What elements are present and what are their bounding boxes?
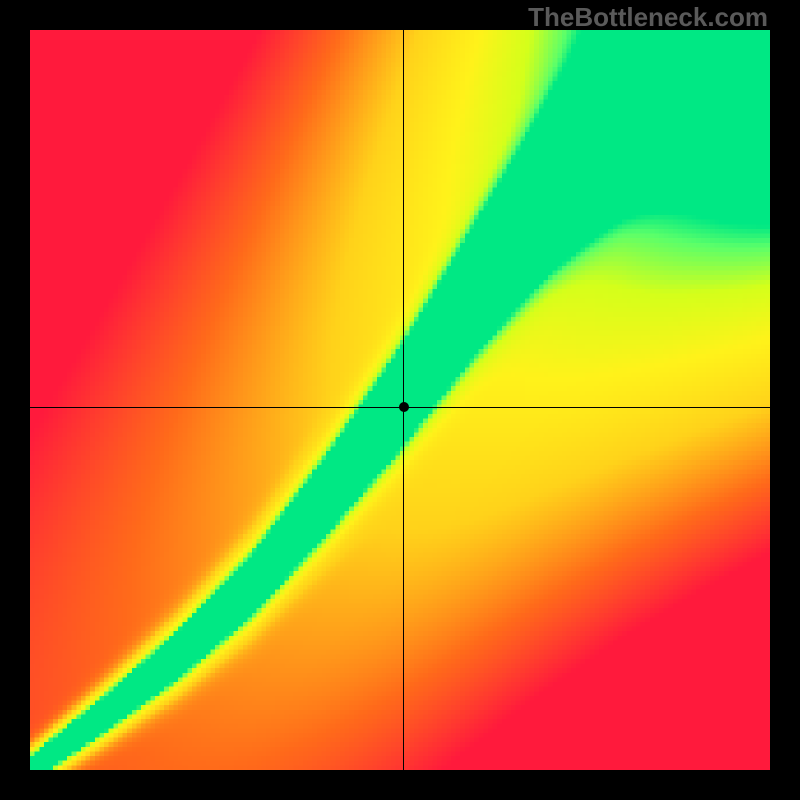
chart-container: TheBottleneck.com — [0, 0, 800, 800]
crosshair-vertical — [403, 30, 404, 770]
watermark-text: TheBottleneck.com — [528, 2, 768, 33]
bottleneck-heatmap — [30, 30, 770, 770]
